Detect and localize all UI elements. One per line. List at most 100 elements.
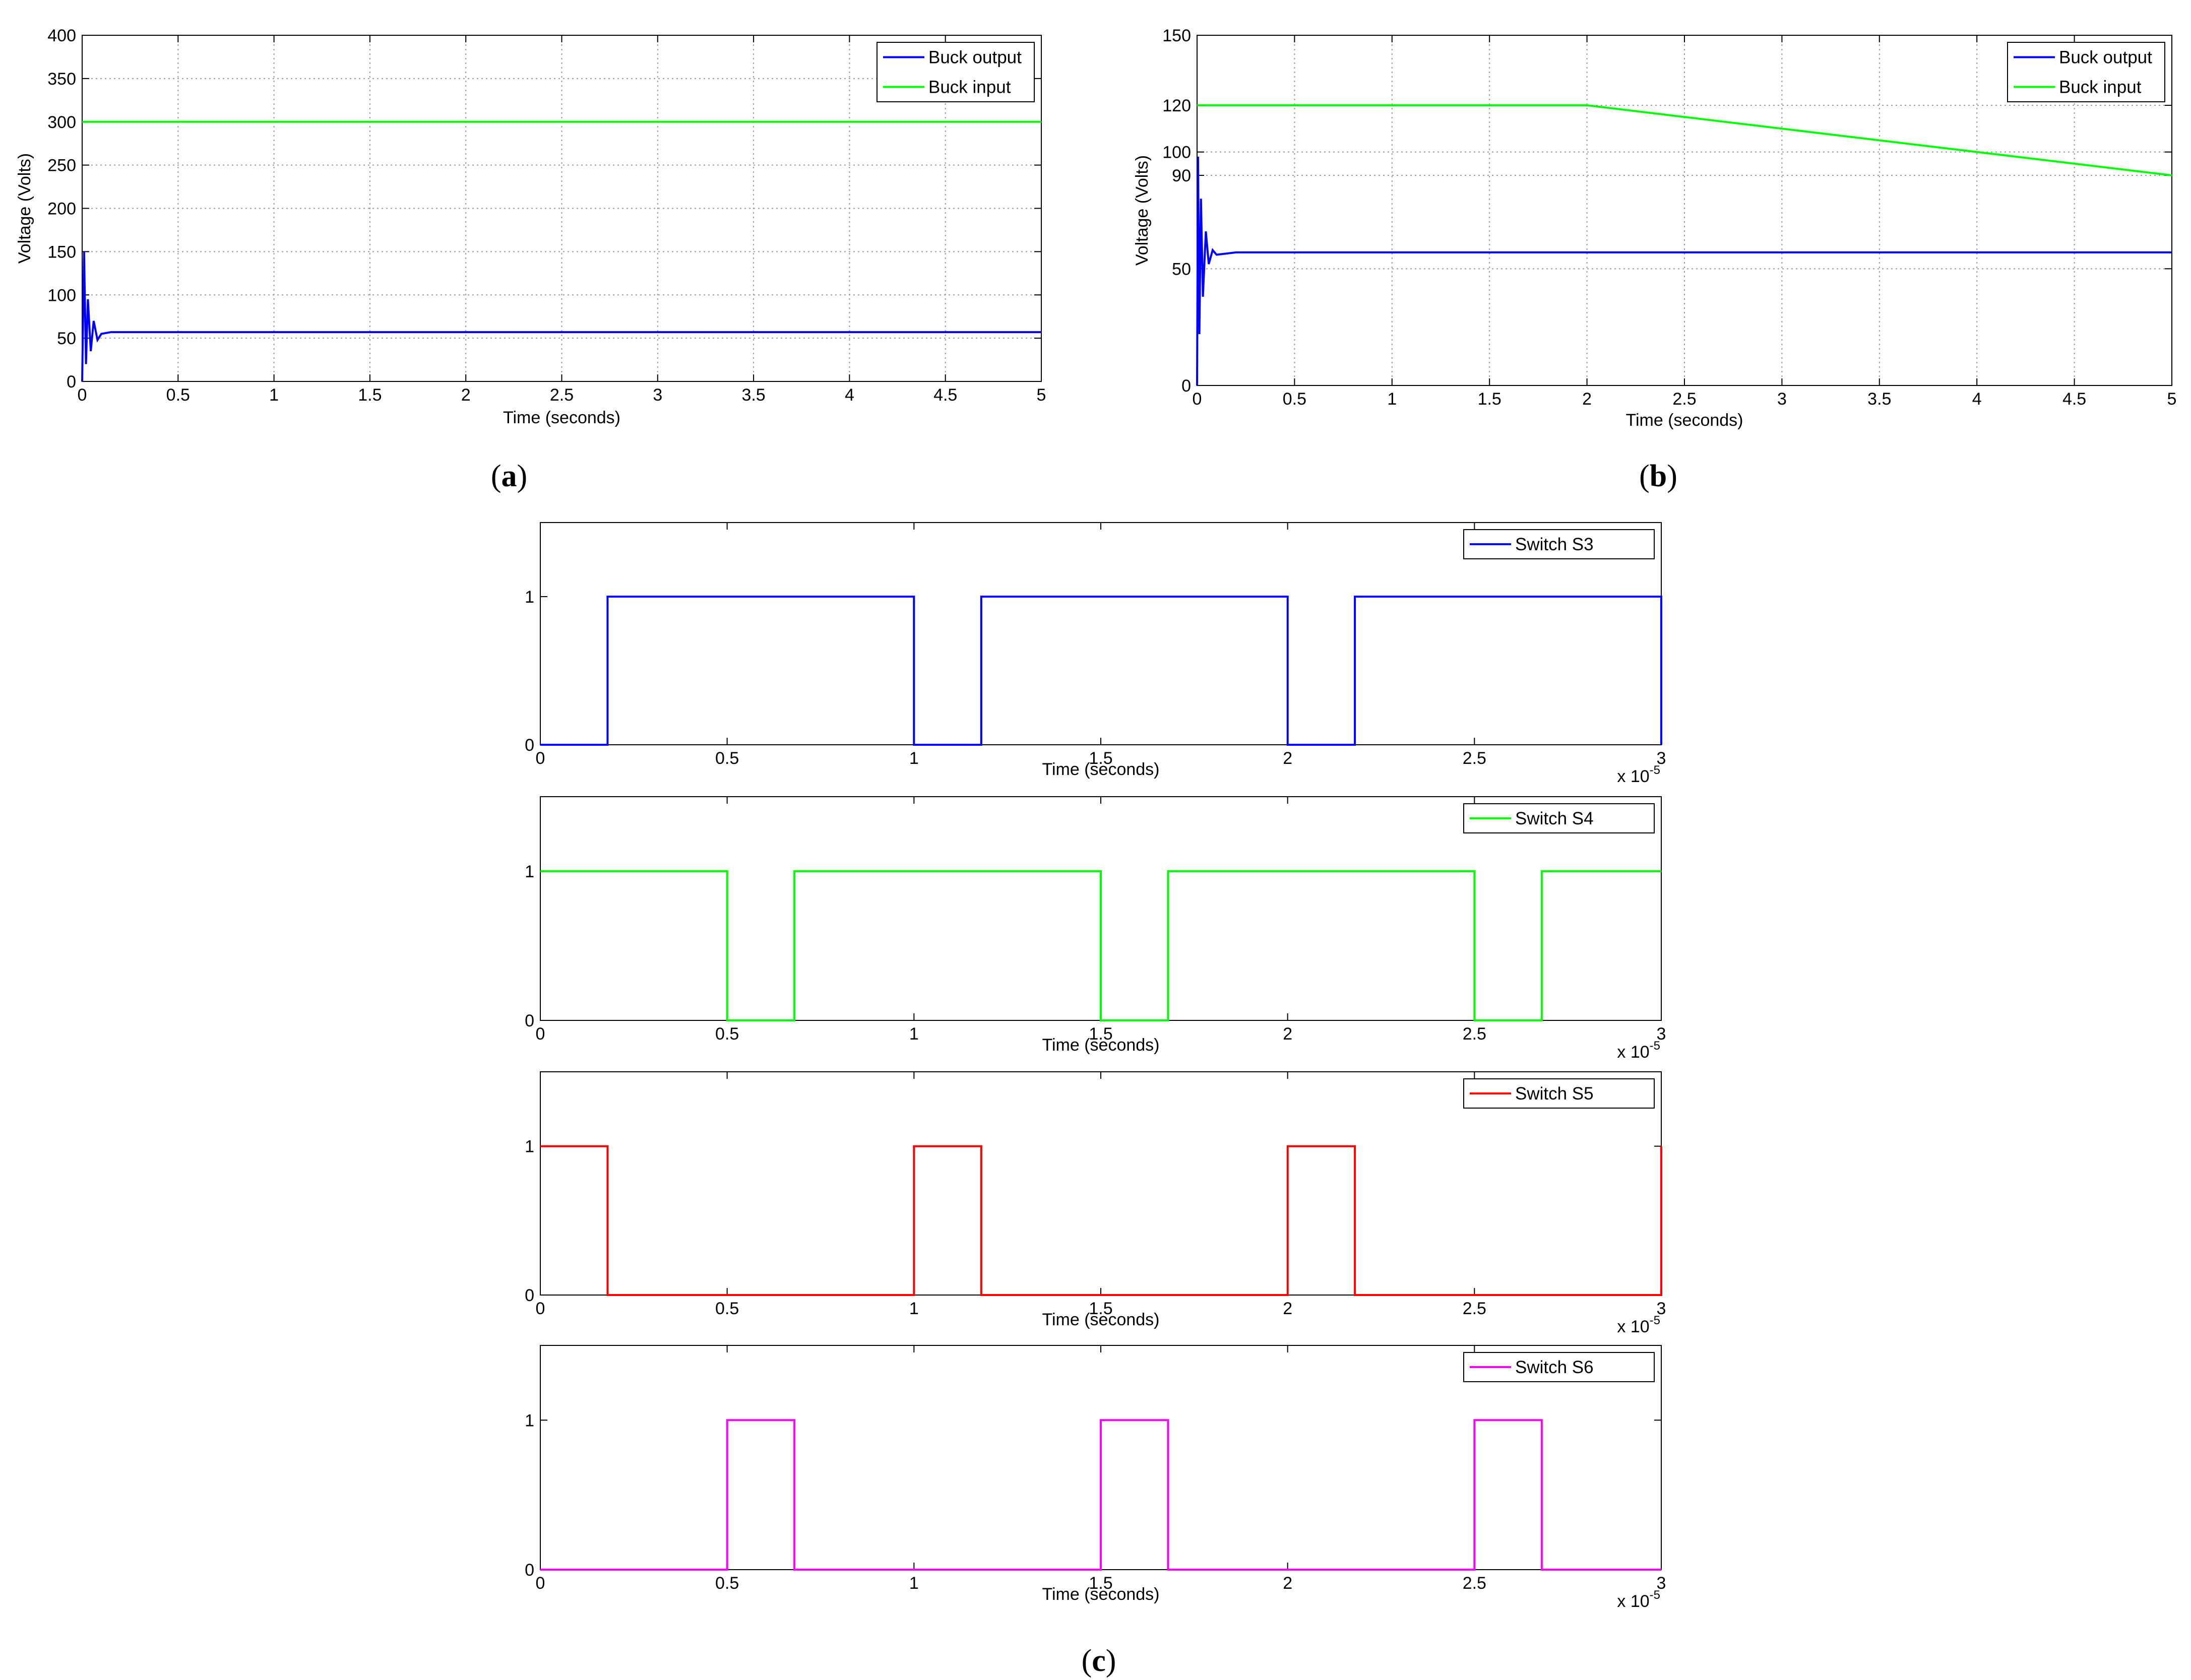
- x-tick-label: 3: [1657, 749, 1666, 768]
- x-tick-label: 2.5: [1463, 1024, 1486, 1044]
- x-tick-label: 1.5: [1089, 1024, 1112, 1044]
- x-tick-label: 2.5: [1463, 749, 1486, 768]
- x-tick-label: 1: [1387, 390, 1397, 409]
- y-tick-label: 150: [1162, 26, 1191, 45]
- x-tick-label: 3.5: [1867, 390, 1891, 409]
- x-tick-label: 5: [1037, 385, 1046, 405]
- plot-area: [540, 522, 1662, 745]
- x-tick-label: 3: [1777, 390, 1787, 409]
- series-line-buck-output: [81, 251, 1041, 382]
- legend-entry: Buck input: [928, 78, 1011, 97]
- y-tick-label: 1: [525, 588, 534, 607]
- y-axis-label: Voltage (Volts): [15, 153, 34, 264]
- x-tick-label: 1.5: [1089, 1574, 1112, 1593]
- legend-entry: Buck input: [2059, 78, 2142, 97]
- series-line-switch-s3: [540, 596, 1662, 746]
- x-tick-label: 2: [461, 385, 471, 405]
- x-axis-multiplier: x 10-5: [1617, 763, 1660, 786]
- caption-a-letter: a: [502, 459, 517, 493]
- x-tick-label: 4: [845, 385, 854, 405]
- chart-c1: 0 0.5 1 1.5 2 2.5 3 0 1 Time (seconds) x 10-5 Switc…: [525, 522, 1666, 786]
- x-tick-label: 0.5: [715, 749, 739, 768]
- legend-entry: Switch S4: [1515, 809, 1594, 828]
- x-axis-multiplier: x 10-5: [1617, 1588, 1660, 1611]
- x-tick-label: 5: [2167, 390, 2177, 409]
- x-tick-label: 1: [269, 385, 279, 405]
- x-tick-label: 1: [909, 749, 919, 768]
- y-tick-label: 0: [67, 372, 76, 392]
- series-line-buck-output: [1196, 156, 2172, 386]
- x-tick-label: 0.5: [166, 385, 190, 405]
- x-tick-label: 4.5: [933, 385, 957, 405]
- y-tick-label: 1: [525, 1411, 534, 1430]
- caption-c-letter: c: [1092, 1644, 1106, 1678]
- y-tick-label: 0: [525, 1561, 534, 1580]
- legend-entry: Buck output: [928, 48, 1022, 68]
- x-tick-label: 2.5: [1463, 1299, 1486, 1318]
- caption-b: (b): [1639, 459, 1677, 493]
- series-line-switch-s6: [540, 1419, 1661, 1571]
- y-tick-label: 0: [525, 1286, 534, 1305]
- x-tick-label: 0: [536, 749, 545, 768]
- legend: [2007, 42, 2165, 102]
- chart-a: 0 0.5 1 1.5 2 2.5 3 3.5 4 4.5 50501001502002503003…: [15, 26, 1046, 427]
- x-tick-label: 2: [1582, 390, 1592, 409]
- x-tick-label: 4.5: [2062, 390, 2086, 409]
- chart-c3: 0 0.5 1 1.5 2 2.5 3 0 1 Time (seconds) x 10-5 Switc…: [525, 1071, 1666, 1336]
- x-tick-label: 0: [536, 1024, 545, 1044]
- series-line-switch-s4: [540, 870, 1661, 1021]
- x-tick-label: 2.5: [1672, 390, 1696, 409]
- x-tick-label: 1.5: [1478, 390, 1501, 409]
- y-tick-label: 0: [1181, 376, 1191, 396]
- x-tick-label: 2.5: [1463, 1574, 1486, 1593]
- y-tick-label: 100: [47, 286, 76, 305]
- y-tick-label: 50: [57, 329, 76, 348]
- y-axis-label: Voltage (Volts): [1133, 155, 1152, 266]
- y-tick-label: 50: [1172, 260, 1191, 279]
- x-tick-label: 1: [909, 1024, 919, 1044]
- caption-b-letter: b: [1650, 459, 1667, 493]
- y-tick-label: 400: [47, 26, 76, 45]
- x-axis-multiplier: x 10-5: [1617, 1314, 1660, 1336]
- y-tick-label: 250: [47, 156, 76, 175]
- x-axis-label: Time (seconds): [503, 408, 620, 427]
- x-tick-label: 1.5: [358, 385, 382, 405]
- x-tick-label: 3.5: [741, 385, 765, 405]
- x-tick-label: 2: [1283, 1299, 1292, 1318]
- y-tick-label: 350: [47, 70, 76, 89]
- y-tick-label: 120: [1162, 96, 1191, 115]
- x-tick-label: 0.5: [715, 1574, 739, 1593]
- x-tick-label: 3: [1657, 1299, 1666, 1318]
- legend-entry: Switch S6: [1515, 1358, 1594, 1377]
- x-axis-label: Time (seconds): [1042, 1036, 1159, 1055]
- x-tick-label: 0: [536, 1574, 545, 1593]
- x-tick-label: 1: [909, 1574, 919, 1593]
- x-tick-label: 4: [1972, 390, 1982, 409]
- chart-c4: 0 0.5 1 1.5 2 2.5 3 0 1 Time (seconds) x 10-5 Switc…: [525, 1345, 1666, 1611]
- y-tick-label: 1: [525, 1137, 534, 1156]
- x-tick-label: 0: [78, 385, 87, 405]
- x-tick-label: 0: [536, 1299, 545, 1318]
- x-axis-label: Time (seconds): [1625, 411, 1743, 430]
- x-tick-label: 2: [1283, 1024, 1292, 1044]
- x-tick-label: 0: [1193, 390, 1202, 409]
- plot-area: [540, 1071, 1662, 1296]
- x-axis-label: Time (seconds): [1042, 1310, 1159, 1329]
- y-tick-label: 90: [1172, 166, 1191, 185]
- x-tick-label: 2: [1283, 1574, 1292, 1593]
- legend-entry: Switch S5: [1515, 1084, 1594, 1104]
- y-tick-label: 1: [525, 862, 534, 881]
- x-tick-label: 3: [1657, 1574, 1666, 1593]
- series-line-switch-s5: [540, 1145, 1662, 1296]
- x-tick-label: 1.5: [1089, 1299, 1112, 1318]
- x-tick-label: 3: [653, 385, 662, 405]
- y-tick-label: 0: [525, 1011, 534, 1030]
- legend-entry: Switch S3: [1515, 535, 1594, 554]
- x-axis-multiplier: x 10-5: [1617, 1039, 1660, 1062]
- x-tick-label: 0.5: [715, 1299, 739, 1318]
- caption-a: (a): [491, 459, 527, 493]
- x-tick-label: 0.5: [1283, 390, 1306, 409]
- legend: [877, 42, 1035, 102]
- series-line-buck-input: [1197, 104, 2172, 176]
- x-tick-label: 1: [909, 1299, 919, 1318]
